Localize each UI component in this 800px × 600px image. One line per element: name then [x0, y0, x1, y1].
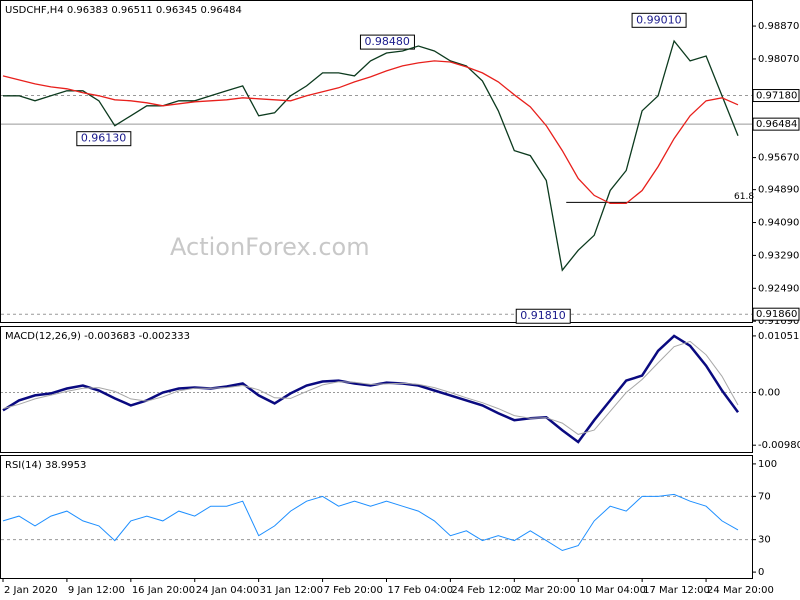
panel-title: USDCHF,H4 0.96383 0.96511 0.96345 0.9648…: [5, 5, 242, 16]
annotation-label: 0.91810: [520, 309, 566, 322]
price-panel: [0, 0, 753, 323]
rsi-panel: [0, 455, 753, 579]
annotation-box: [631, 12, 687, 28]
x-tick-label: 24 Jan 04:00: [196, 585, 259, 596]
y-tick-label: 0.94090: [758, 218, 799, 229]
panel-title: MACD(12,26,9) -0.003683 -0.002333: [5, 331, 190, 342]
annotation-box: [76, 131, 132, 147]
x-tick-label: 24 Mar 20:00: [707, 585, 774, 596]
watermark: ActionForex.com: [170, 233, 370, 261]
y-tick-label: 0.98870: [758, 21, 799, 32]
y-tick-label: 0.92490: [758, 283, 799, 294]
x-tick-label: 31 Jan 12:00: [260, 585, 323, 596]
x-tick-label: 2 Jan 2020: [4, 585, 58, 596]
level-label-box: [752, 307, 800, 321]
series-line: [2, 340, 739, 435]
series-line: [2, 334, 740, 444]
y-tick-label: -0.009804: [758, 440, 800, 451]
y-tick-label: 0: [758, 567, 764, 578]
level-label-box: [752, 117, 800, 131]
annotation-label: 0.98480: [364, 35, 410, 48]
panel-title: RSI(14) 38.9953: [5, 460, 86, 471]
y-tick-label: 30: [758, 535, 771, 546]
annotation-box: [359, 34, 415, 50]
x-tick-label: 10 Mar 04:00: [579, 585, 646, 596]
series-line: [2, 493, 739, 552]
series-line: [2, 60, 739, 205]
y-tick-label: 0.95670: [758, 153, 799, 164]
level-label: 0.91860: [756, 309, 797, 320]
annotation-label: 0.99010: [636, 13, 682, 26]
y-tick-label: 0.91690: [758, 316, 799, 327]
annotation-label: 0.96130: [81, 132, 127, 145]
macd-panel: [0, 326, 753, 453]
x-tick-label: 2 Mar 20:00: [515, 585, 575, 596]
level-label: 0.96484: [756, 119, 797, 130]
y-tick-label: 0.98070: [758, 54, 799, 65]
fib-label: 61.8: [734, 192, 754, 202]
y-tick-label: 0.93290: [758, 250, 799, 261]
x-tick-label: 9 Jan 12:00: [68, 585, 125, 596]
level-label-box: [752, 89, 800, 103]
y-tick-label: 70: [758, 491, 771, 502]
x-tick-label: 17 Mar 12:00: [643, 585, 710, 596]
y-tick-label: 0.94890: [758, 185, 799, 196]
x-tick-label: 24 Feb 12:00: [451, 585, 517, 596]
y-tick-label: 0.00: [758, 387, 780, 398]
y-tick-label: 100: [758, 459, 777, 470]
x-tick-label: 16 Jan 20:00: [132, 585, 195, 596]
series-line: [3, 39, 739, 272]
x-tick-label: 7 Feb 20:00: [324, 585, 383, 596]
y-tick-label: 0.010513: [758, 331, 800, 342]
annotation-box: [515, 308, 571, 324]
x-tick-label: 17 Feb 04:00: [387, 585, 453, 596]
level-label: 0.97180: [756, 91, 797, 102]
